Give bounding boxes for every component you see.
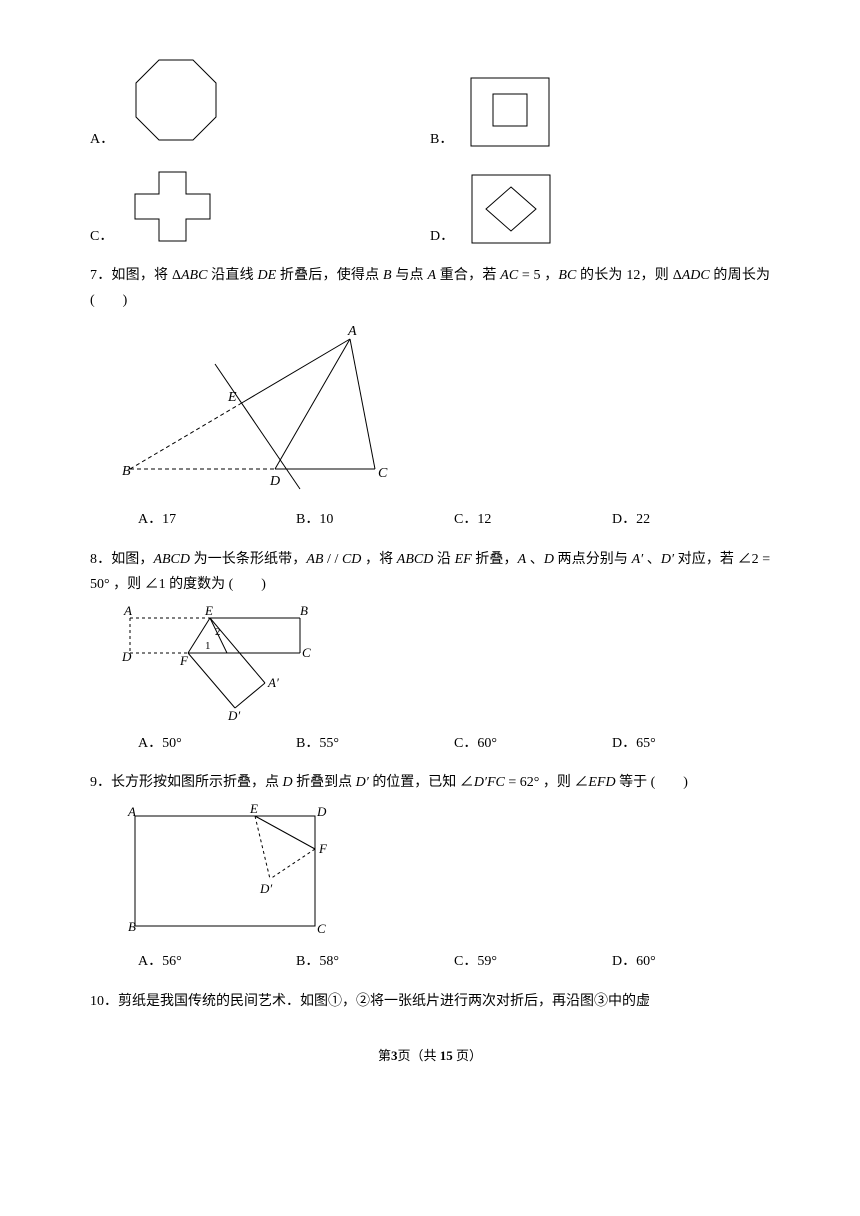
q8-text: 8．如图，ABCD 为一长条形纸带，AB / / CD ，将 ABCD 沿 EF… xyxy=(90,547,770,597)
q9-diagram-wrap: A B C D E F D′ xyxy=(120,801,770,941)
svg-text:A: A xyxy=(123,603,132,618)
option-B-label: B． xyxy=(430,127,453,152)
q7-answers: A．17 B．10 C．12 D．22 xyxy=(138,507,770,532)
q7-opt-B: B．10 xyxy=(296,512,333,527)
svg-text:A′: A′ xyxy=(267,675,279,690)
q7-text: 7．如图，将 ΔABC 沿直线 DE 折叠后，使得点 B 与点 A 重合，若 A… xyxy=(90,263,770,313)
svg-text:2: 2 xyxy=(215,626,221,638)
option-C-label: C． xyxy=(90,224,113,249)
q9-opt-C: C．59° xyxy=(454,954,497,969)
svg-text:B: B xyxy=(122,464,131,479)
option-C-cell: C． xyxy=(90,164,430,249)
svg-text:D: D xyxy=(269,474,280,489)
svg-text:C: C xyxy=(302,645,311,660)
question-10: 10．剪纸是我国传统的民间艺术．如图①，②将一张纸片进行两次对折后，再沿图③中的… xyxy=(90,989,770,1014)
page-total: 15 xyxy=(440,1048,453,1063)
svg-text:B: B xyxy=(300,603,308,618)
q8-opt-D: D．65° xyxy=(612,736,656,751)
q10-text: 10．剪纸是我国传统的民间艺术．如图①，②将一张纸片进行两次对折后，再沿图③中的… xyxy=(90,989,770,1014)
plus-shape xyxy=(125,164,220,249)
question-9: 9．长方形按如图所示折叠，点 D 折叠到点 D′ 的位置，已知 ∠D′FC = … xyxy=(90,770,770,974)
svg-text:A: A xyxy=(347,324,357,339)
q7-opt-A: A．17 xyxy=(138,512,176,527)
q9-opt-A: A．56° xyxy=(138,954,182,969)
svg-text:D: D xyxy=(121,649,132,664)
question-7: 7．如图，将 ΔABC 沿直线 DE 折叠后，使得点 B 与点 A 重合，若 A… xyxy=(90,263,770,533)
svg-text:B: B xyxy=(128,919,136,934)
q8-diagram-wrap: 2 1 A E B D F C A′ D′ xyxy=(120,603,770,723)
svg-text:C: C xyxy=(317,921,326,936)
q8-answers: A．50° B．55° C．60° D．65° xyxy=(138,731,770,756)
q8-diagram: 2 1 A E B D F C A′ D′ xyxy=(120,603,330,723)
q7-number: 7． xyxy=(90,268,111,283)
q8-opt-C: C．60° xyxy=(454,736,497,751)
svg-text:D: D xyxy=(316,804,327,819)
shape-options-row-2: C． D． xyxy=(90,164,770,249)
q9-opt-B: B．58° xyxy=(296,954,339,969)
q9-number: 9． xyxy=(90,775,111,790)
octagon-shape xyxy=(126,52,226,152)
q7-opt-C: C．12 xyxy=(454,512,491,527)
svg-text:1: 1 xyxy=(205,640,211,652)
q8-opt-B: B．55° xyxy=(296,736,339,751)
svg-text:A: A xyxy=(127,804,136,819)
option-D-label: D． xyxy=(430,224,454,249)
page-footer: 第3页（共 15 页） xyxy=(90,1044,770,1067)
option-B-cell: B． xyxy=(430,72,770,152)
shape-options-row-1: A． B． xyxy=(90,52,770,152)
nested-squares-shape xyxy=(465,72,555,152)
svg-text:F: F xyxy=(179,653,189,668)
q9-answers: A．56° B．58° C．59° D．60° xyxy=(138,949,770,974)
q8-opt-A: A．50° xyxy=(138,736,182,751)
q7-diagram-wrap: A B C D E xyxy=(120,319,770,499)
svg-text:E: E xyxy=(249,801,258,816)
question-8: 8．如图，ABCD 为一长条形纸带，AB / / CD ，将 ABCD 沿 EF… xyxy=(90,547,770,757)
svg-text:D′: D′ xyxy=(227,708,240,723)
svg-text:C: C xyxy=(378,466,388,481)
q9-opt-D: D．60° xyxy=(612,954,656,969)
option-A-label: A． xyxy=(90,127,114,152)
option-A-cell: A． xyxy=(90,52,430,152)
svg-text:D′: D′ xyxy=(259,881,272,896)
svg-text:E: E xyxy=(204,603,213,618)
q10-number: 10． xyxy=(90,994,118,1009)
option-D-cell: D． xyxy=(430,169,770,249)
q7-diagram: A B C D E xyxy=(120,319,400,499)
square-diamond-shape xyxy=(466,169,556,249)
q9-text: 9．长方形按如图所示折叠，点 D 折叠到点 D′ 的位置，已知 ∠D′FC = … xyxy=(90,770,770,795)
q8-number: 8． xyxy=(90,552,111,567)
q9-diagram: A B C D E F D′ xyxy=(120,801,340,941)
q7-opt-D: D．22 xyxy=(612,512,650,527)
svg-text:E: E xyxy=(227,390,237,405)
svg-text:F: F xyxy=(318,841,328,856)
